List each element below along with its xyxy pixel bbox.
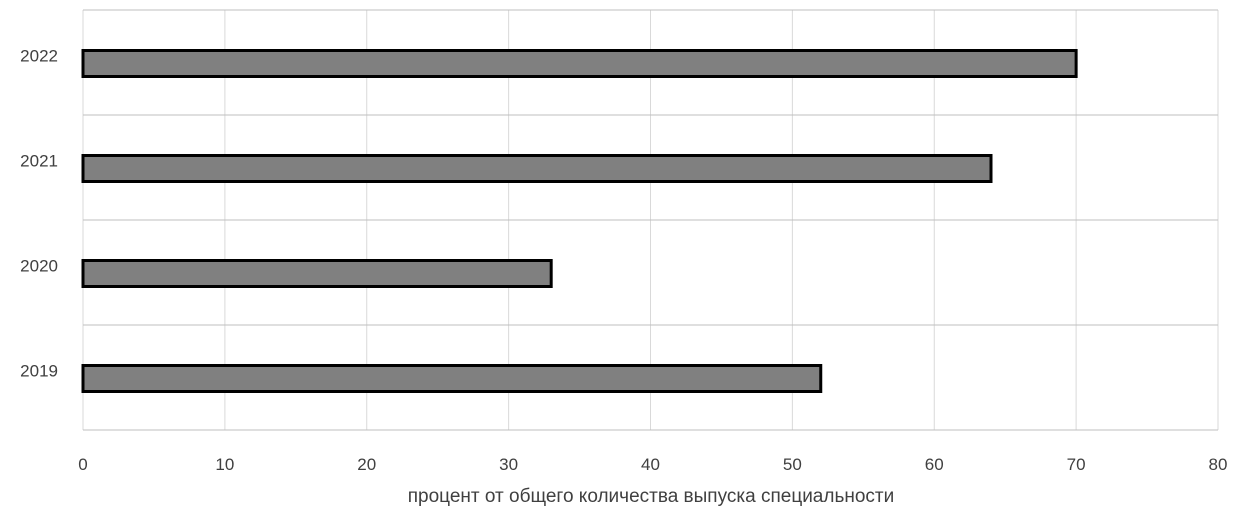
x-tick-label-50: 50	[783, 455, 802, 474]
y-axis-labels: 2019 2020 2021 2022	[20, 47, 58, 381]
y-tick-label-2019: 2019	[20, 362, 58, 381]
x-tick-label-10: 10	[215, 455, 234, 474]
x-axis-labels: 0 10 20 30 40 50 60 70 80	[78, 455, 1227, 474]
x-tick-label-80: 80	[1209, 455, 1228, 474]
x-tick-label-60: 60	[925, 455, 944, 474]
y-tick-label-2022: 2022	[20, 47, 58, 66]
x-tick-label-70: 70	[1067, 455, 1086, 474]
x-tick-label-30: 30	[499, 455, 518, 474]
y-tick-label-2020: 2020	[20, 257, 58, 276]
bar-2019	[83, 366, 821, 392]
y-tick-label-2021: 2021	[20, 152, 58, 171]
x-tick-label-40: 40	[641, 455, 660, 474]
bar-2021	[83, 156, 991, 182]
bar-2020	[83, 261, 551, 287]
x-axis-title: процент от общего количества выпуска спе…	[408, 486, 895, 507]
x-tick-label-20: 20	[357, 455, 376, 474]
bars	[83, 51, 1076, 392]
x-tick-label-0: 0	[78, 455, 87, 474]
bar-2022	[83, 51, 1076, 77]
